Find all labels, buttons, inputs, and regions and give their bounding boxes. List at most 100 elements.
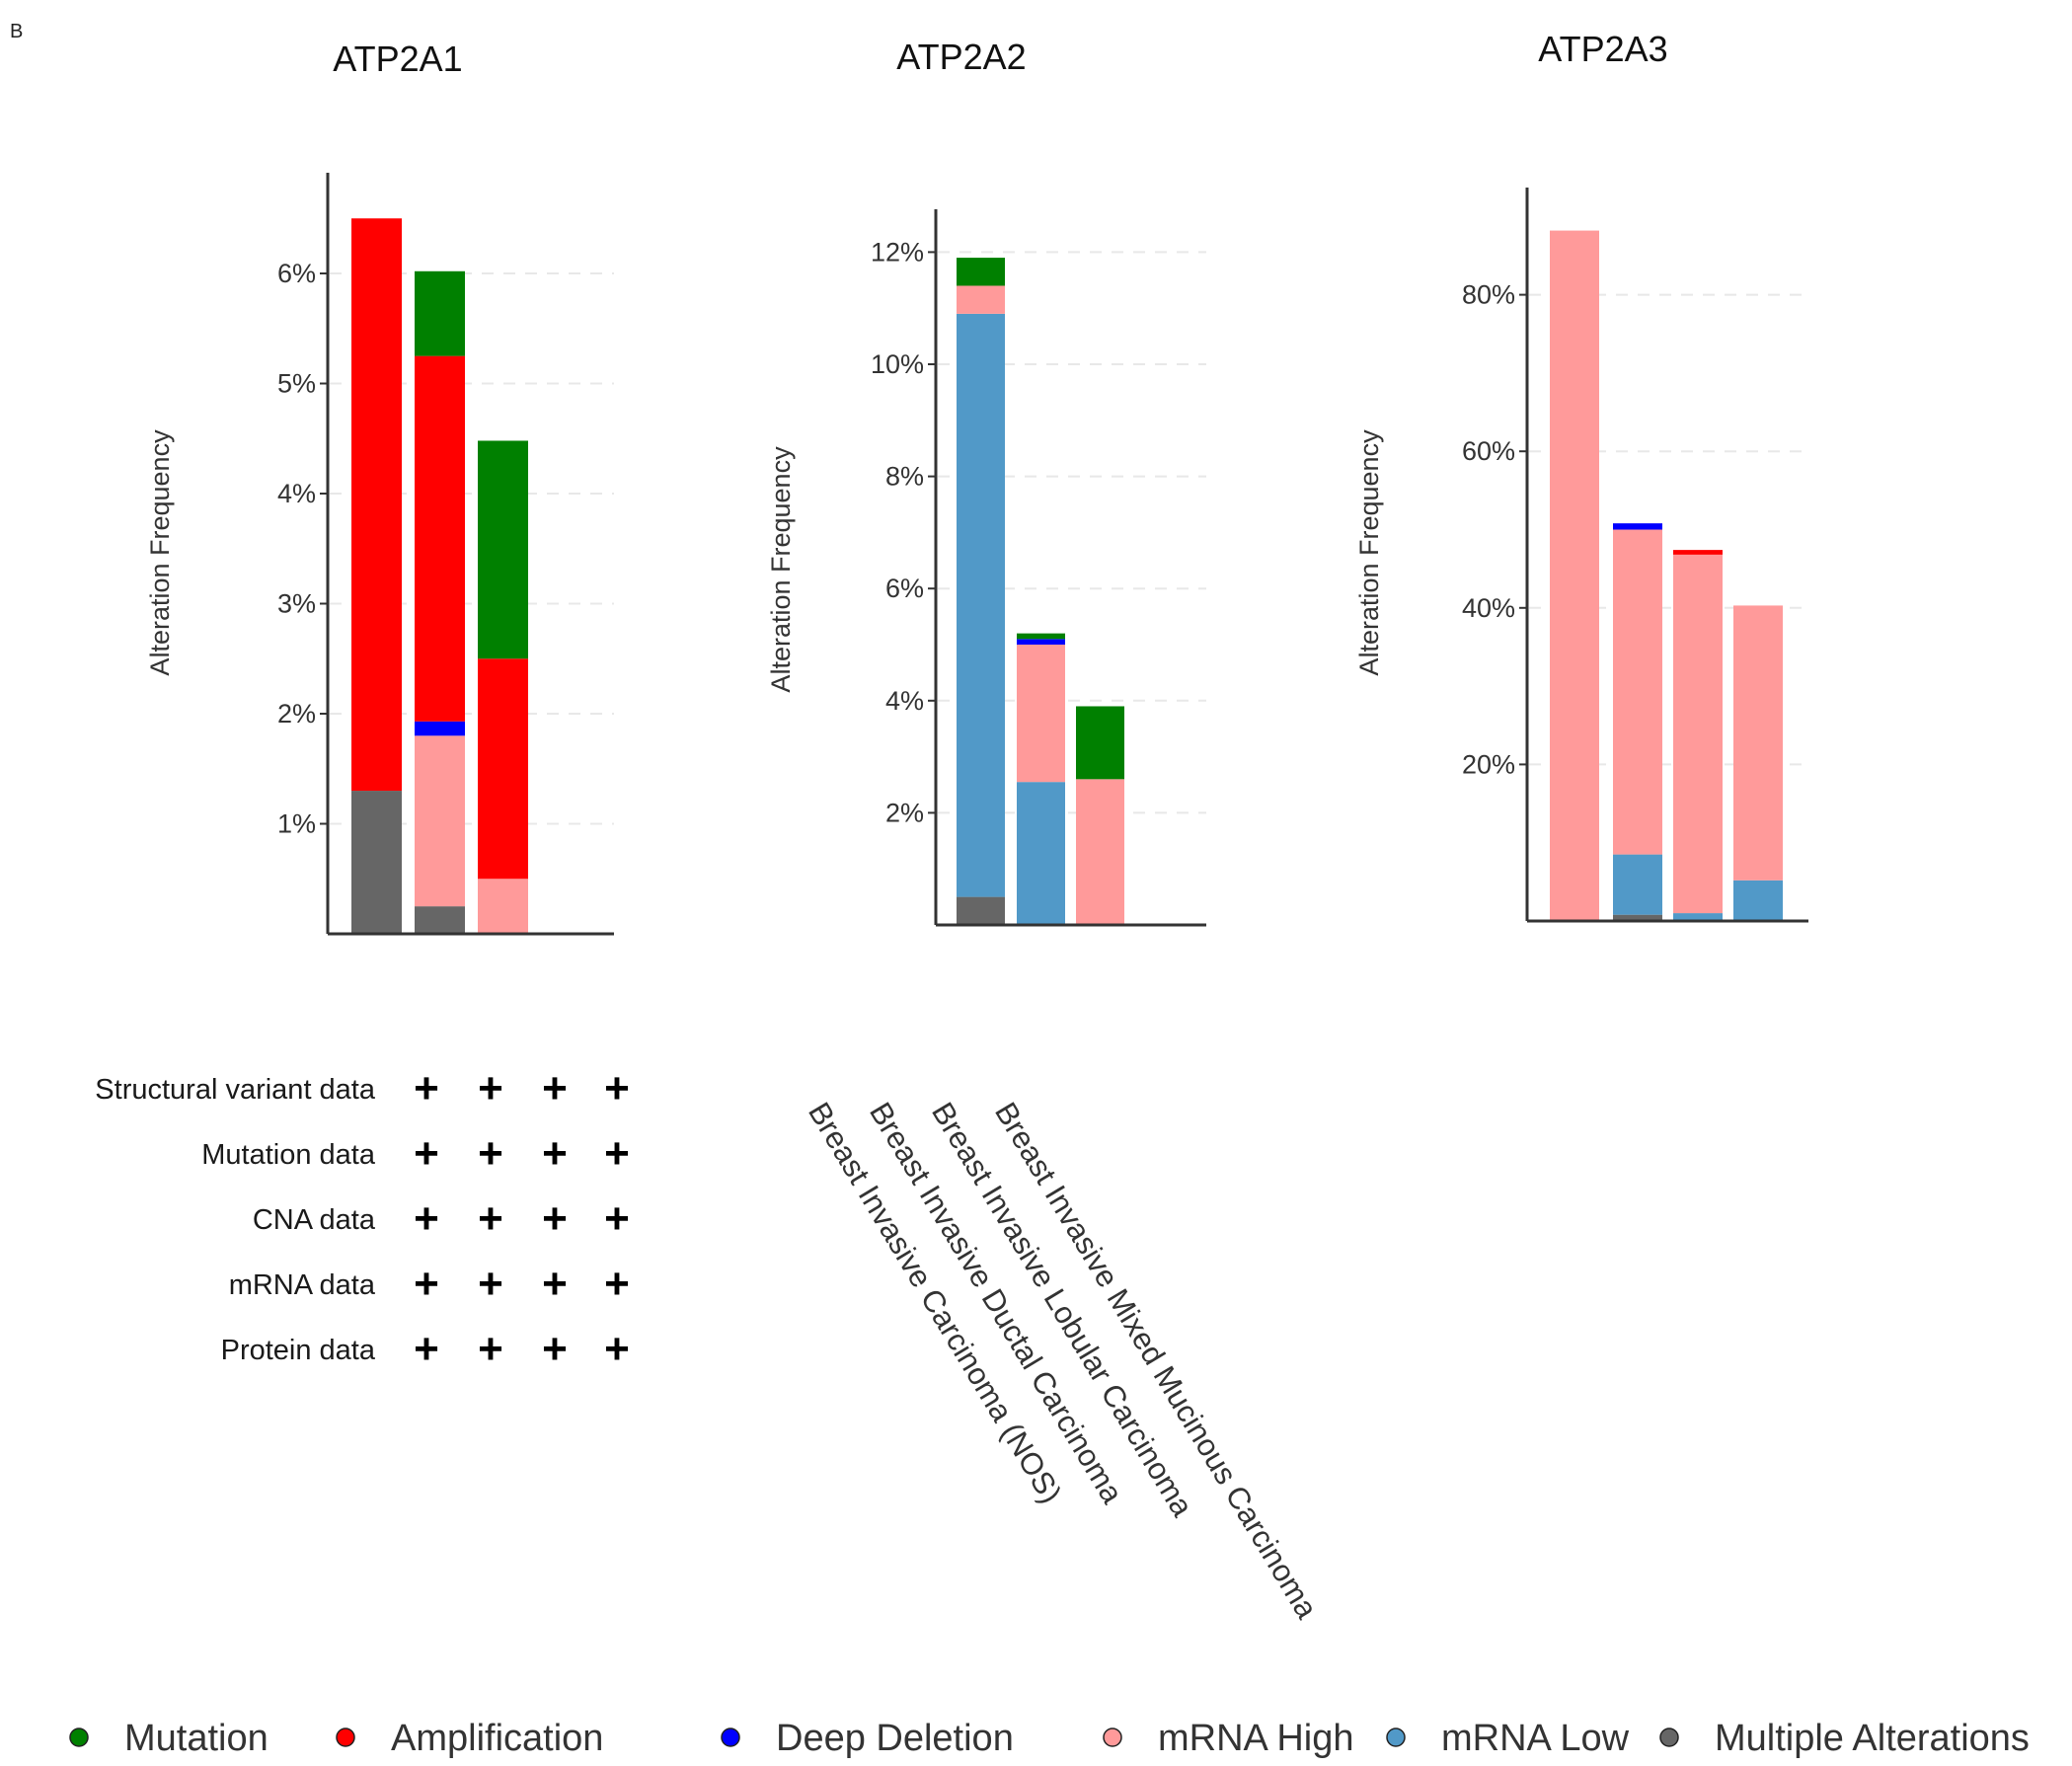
legend-label: Deep Deletion bbox=[776, 1718, 1014, 1759]
y-tick-label: 1% bbox=[277, 809, 316, 839]
legend-item-mrna-low: mRNA Low bbox=[1386, 1718, 1630, 1759]
profile-plus-mark: + bbox=[414, 1194, 439, 1243]
bar-segment-mrna-high bbox=[1733, 605, 1783, 881]
bar-segment-mutation bbox=[1076, 706, 1124, 780]
y-tick-label: 10% bbox=[871, 349, 924, 379]
bar-segment-mutation bbox=[415, 270, 465, 356]
chart-title: ATP2A3 bbox=[1538, 29, 1667, 69]
profile-plus-mark: + bbox=[414, 1260, 439, 1308]
y-axis-label: Alteration Frequency bbox=[1354, 429, 1384, 676]
profile-row-label: CNA data bbox=[253, 1204, 376, 1236]
y-tick-label: 2% bbox=[885, 798, 924, 827]
profile-plus-mark: + bbox=[542, 1260, 568, 1308]
panel-label: B bbox=[10, 21, 23, 42]
y-axis-label: Alteration Frequency bbox=[145, 429, 175, 676]
bar-segment-amplification bbox=[1673, 550, 1723, 555]
profile-row-label: Protein data bbox=[221, 1335, 376, 1366]
legend: Mutation Amplification Deep Deletion mRNA H… bbox=[69, 1718, 2030, 1759]
profile-plus-mark: + bbox=[542, 1064, 568, 1113]
cancer-type-label: Breast Invasive Lobular Carcinoma bbox=[925, 1097, 1200, 1523]
legend-swatch bbox=[1386, 1728, 1406, 1747]
profile-plus-mark: + bbox=[478, 1064, 503, 1113]
bar-segment-deep-deletion bbox=[1613, 523, 1662, 530]
bar-segment-multiple-alterations bbox=[1613, 914, 1662, 921]
cancer-type-labels: Breast Invasive Carcinoma (NOS)Breast In… bbox=[802, 1097, 1325, 1626]
bar-segment-mrna-low bbox=[1733, 880, 1783, 921]
y-tick-label: 6% bbox=[885, 574, 924, 603]
bar-segment-mrna-low bbox=[1017, 782, 1065, 925]
y-tick-label: 12% bbox=[871, 237, 924, 267]
legend-label: mRNA High bbox=[1158, 1718, 1354, 1759]
y-tick-label: 4% bbox=[885, 686, 924, 716]
legend-swatch bbox=[1659, 1728, 1679, 1747]
bar-segment-mutation bbox=[1017, 633, 1065, 640]
legend-item-multiple-alterations: Multiple Alterations bbox=[1659, 1718, 2030, 1759]
y-tick-label: 5% bbox=[277, 369, 316, 399]
profile-plus-mark: + bbox=[478, 1325, 503, 1373]
legend-item-mutation: Mutation bbox=[69, 1718, 269, 1759]
bar-segment-mrna-low bbox=[957, 313, 1005, 897]
chart-atp2a1: ATP2A1 1% 2% 3% 4% 5% 6% Alteration Frequency bbox=[145, 38, 614, 936]
y-axis-label: Alteration Frequency bbox=[766, 446, 796, 693]
profile-plus-mark: + bbox=[478, 1194, 503, 1243]
chart-title: ATP2A1 bbox=[333, 38, 462, 79]
profile-plus-mark: + bbox=[414, 1064, 439, 1113]
bar-segment-mrna-high bbox=[1076, 779, 1124, 925]
chart-atp2a3: ATP2A3 20% 40% 60% 80% Alteration Frequency bbox=[1354, 29, 1808, 923]
profile-plus-mark: + bbox=[414, 1325, 439, 1373]
y-tick-label: 4% bbox=[277, 479, 316, 508]
bar-segment-mrna-high bbox=[1613, 529, 1662, 855]
y-tick-label: 3% bbox=[277, 589, 316, 619]
legend-swatch bbox=[69, 1728, 89, 1747]
profile-table: Structural variant data + + + + Mutation data… bbox=[95, 1064, 630, 1373]
bar-segment-multiple-alterations bbox=[415, 906, 465, 934]
bar-segment-mrna-high bbox=[1017, 645, 1065, 783]
legend-swatch bbox=[1103, 1728, 1122, 1747]
profile-row-label: Mutation data bbox=[201, 1139, 376, 1171]
profile-plus-mark: + bbox=[604, 1260, 630, 1308]
chart-title: ATP2A2 bbox=[896, 37, 1026, 77]
bar-segment-mutation bbox=[478, 440, 528, 659]
legend-swatch bbox=[336, 1728, 355, 1747]
profile-plus-mark: + bbox=[604, 1129, 630, 1178]
profile-plus-mark: + bbox=[604, 1325, 630, 1373]
bar-segment-multiple-alterations bbox=[957, 896, 1005, 925]
bar-segment-mrna-low bbox=[1613, 854, 1662, 915]
profile-plus-mark: + bbox=[604, 1064, 630, 1113]
bar-segment-deep-deletion bbox=[415, 721, 465, 736]
legend-label: Amplification bbox=[391, 1718, 603, 1759]
bar-segment-deep-deletion bbox=[1017, 639, 1065, 645]
legend-swatch bbox=[721, 1728, 740, 1747]
bar-segment-mrna-low bbox=[1673, 913, 1723, 921]
profile-plus-mark: + bbox=[414, 1129, 439, 1178]
y-tick-label: 60% bbox=[1462, 436, 1515, 466]
chart-atp2a2: ATP2A2 2% 4% 6% 8% 10% 12% Alteration Frequency bbox=[766, 37, 1206, 927]
y-tick-label: 40% bbox=[1462, 593, 1515, 623]
bar-segment-amplification bbox=[415, 355, 465, 722]
y-tick-label: 20% bbox=[1462, 749, 1515, 779]
bar-segment-multiple-alterations bbox=[351, 791, 402, 934]
bar-segment-mrna-high bbox=[415, 735, 465, 907]
bar-segment-mrna-high bbox=[957, 285, 1005, 314]
profile-plus-mark: + bbox=[604, 1194, 630, 1243]
bar-segment-mrna-high bbox=[1550, 230, 1599, 922]
y-tick-label: 6% bbox=[277, 259, 316, 288]
profile-plus-mark: + bbox=[478, 1129, 503, 1178]
legend-label: mRNA Low bbox=[1441, 1718, 1630, 1759]
profile-row-label: mRNA data bbox=[229, 1269, 376, 1301]
bar-segment-mrna-high bbox=[478, 879, 528, 934]
profile-plus-mark: + bbox=[542, 1325, 568, 1373]
profile-plus-mark: + bbox=[478, 1260, 503, 1308]
bar-segment-amplification bbox=[351, 218, 402, 792]
cancer-type-label: Breast Invasive Ductal Carcinoma bbox=[863, 1097, 1130, 1510]
y-tick-label: 2% bbox=[277, 699, 316, 729]
profile-plus-mark: + bbox=[542, 1129, 568, 1178]
legend-item-deep-deletion: Deep Deletion bbox=[721, 1718, 1014, 1759]
legend-label: Multiple Alterations bbox=[1715, 1718, 2030, 1759]
legend-item-amplification: Amplification bbox=[336, 1718, 603, 1759]
y-tick-label: 8% bbox=[885, 462, 924, 492]
y-tick-label: 80% bbox=[1462, 280, 1515, 310]
profile-plus-mark: + bbox=[542, 1194, 568, 1243]
